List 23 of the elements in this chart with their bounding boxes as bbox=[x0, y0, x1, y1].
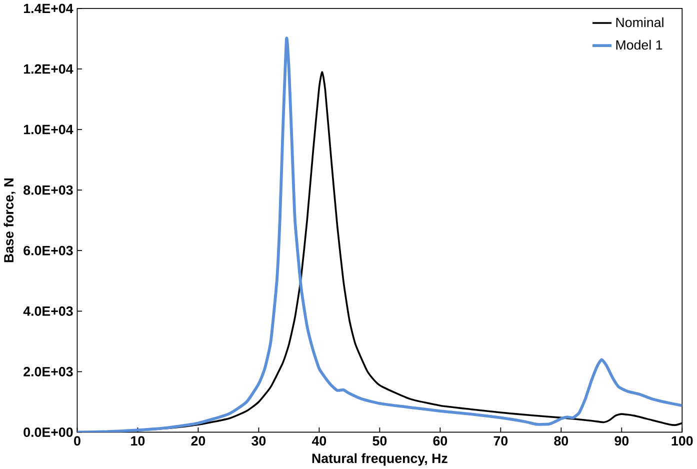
y-axis-title: Base force, N bbox=[4, 178, 16, 262]
legend-label: Nominal bbox=[616, 17, 664, 27]
y-tick-label: 1.0E+04 bbox=[24, 124, 74, 134]
x-tick-label: 90 bbox=[614, 436, 629, 446]
y-tick-label: 1.2E+04 bbox=[24, 64, 74, 74]
legend-label: Model 1 bbox=[616, 40, 662, 50]
x-tick-label: 60 bbox=[433, 436, 448, 446]
x-tick-label: 30 bbox=[252, 436, 266, 446]
x-tick-label: 20 bbox=[191, 436, 206, 446]
x-tick-label: 0 bbox=[74, 436, 80, 446]
y-tick-label: 8.0E+03 bbox=[24, 185, 73, 195]
y-tick-label: 1.4E+04 bbox=[24, 3, 74, 13]
y-tick-label: 0.0E+00 bbox=[24, 427, 73, 437]
x-tick-label: 100 bbox=[672, 436, 693, 446]
x-tick-label: 70 bbox=[494, 436, 508, 446]
x-tick-label: 80 bbox=[554, 436, 568, 446]
y-tick-label: 6.0E+03 bbox=[24, 246, 73, 256]
y-tick-label: 2.0E+03 bbox=[24, 366, 73, 376]
y-tick-label: 4.0E+03 bbox=[23, 306, 73, 316]
x-tick-label: 40 bbox=[312, 436, 326, 446]
x-axis-title: Natural frequency, Hz bbox=[312, 453, 448, 466]
x-tick-label: 50 bbox=[372, 436, 387, 446]
x-tick-label: 10 bbox=[131, 436, 145, 446]
